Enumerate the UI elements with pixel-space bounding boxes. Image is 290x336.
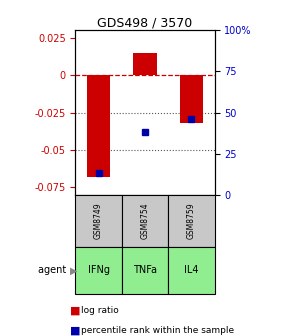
Text: IFNg: IFNg	[88, 265, 110, 276]
Text: TNFa: TNFa	[133, 265, 157, 276]
Text: agent: agent	[38, 265, 70, 276]
Text: ▶: ▶	[70, 265, 77, 276]
Text: log ratio: log ratio	[81, 306, 119, 315]
Text: GSM8754: GSM8754	[140, 203, 150, 239]
Text: ■: ■	[70, 326, 80, 336]
Bar	[87, 75, 110, 177]
Bar	[180, 75, 203, 123]
Bar	[133, 53, 157, 75]
Text: percentile rank within the sample: percentile rank within the sample	[81, 327, 234, 335]
Title: GDS498 / 3570: GDS498 / 3570	[97, 16, 193, 29]
Text: IL4: IL4	[184, 265, 199, 276]
Text: GSM8759: GSM8759	[187, 203, 196, 239]
Text: GSM8749: GSM8749	[94, 203, 103, 239]
Text: ■: ■	[70, 306, 80, 316]
